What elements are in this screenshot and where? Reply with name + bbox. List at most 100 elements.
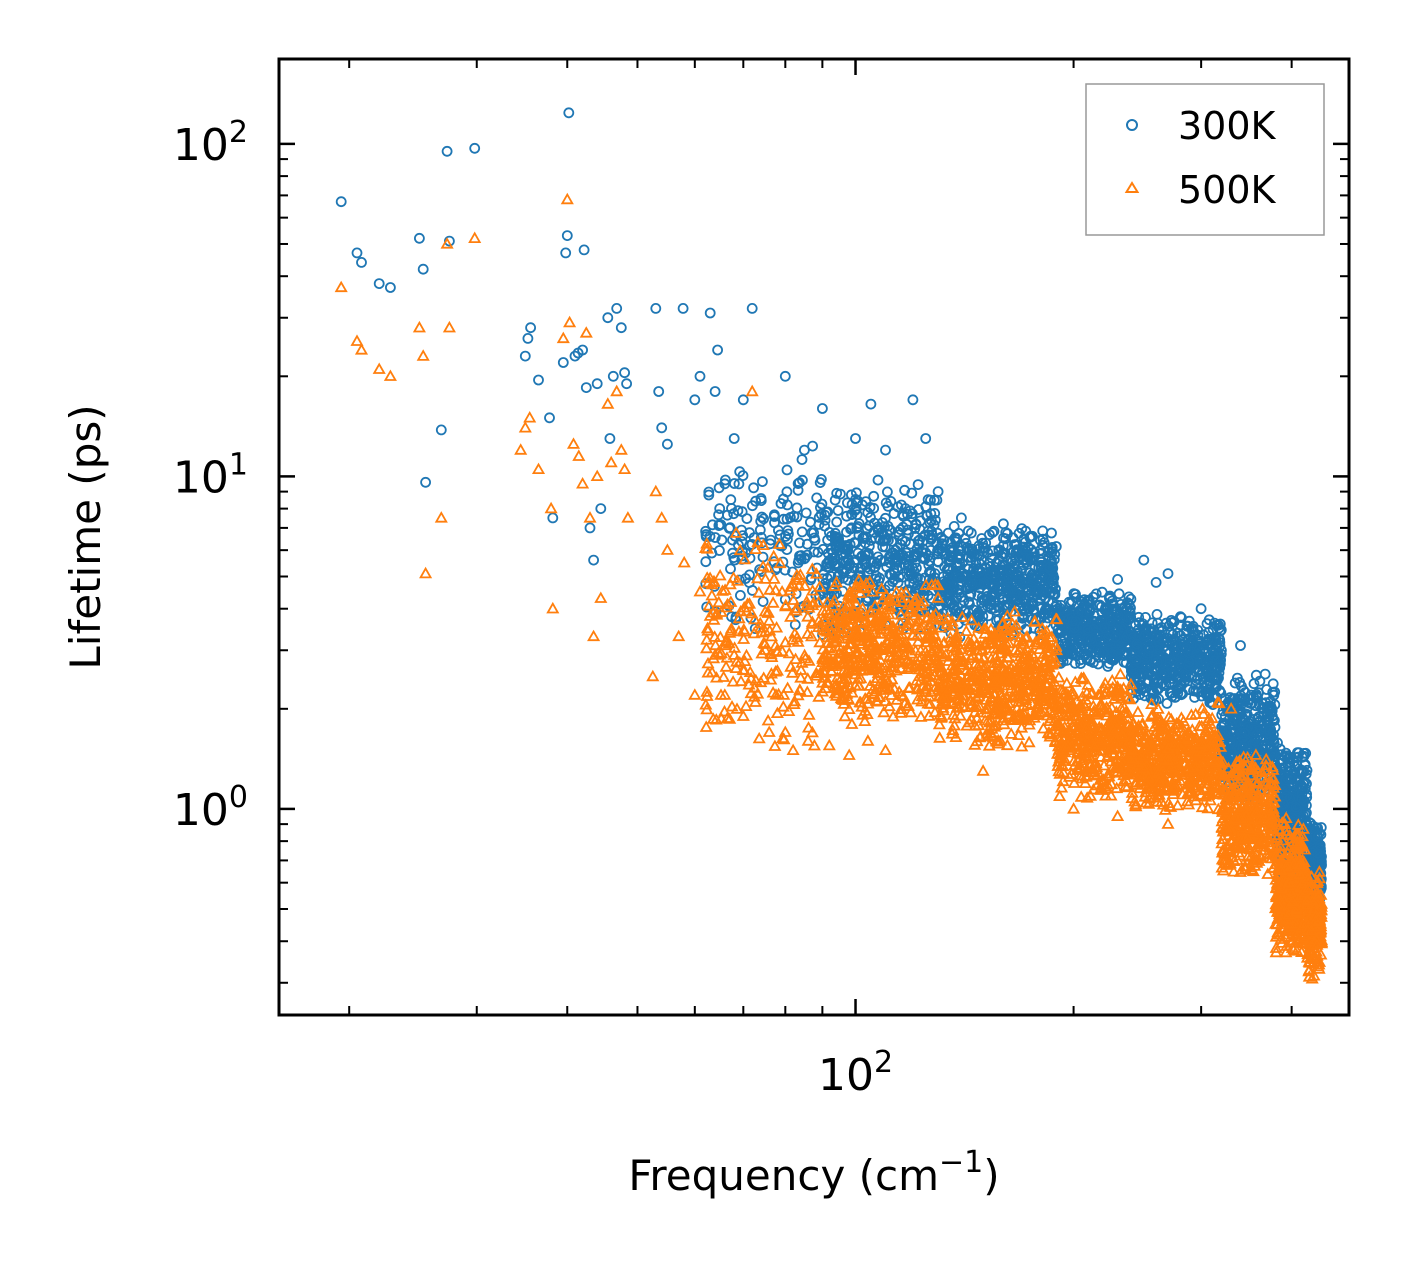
data-point-300K [746, 302, 758, 314]
data-point-300K [885, 495, 897, 507]
data-point-300K [656, 422, 668, 434]
data-point-300K [727, 547, 738, 559]
data-point-300K [1002, 528, 1013, 540]
data-point-300K [650, 302, 662, 314]
data-point-300K [1123, 591, 1135, 603]
data-point-300K [882, 486, 893, 498]
data-point-300K [1070, 588, 1081, 600]
data-point-300K [859, 547, 871, 559]
data-point-300K [1045, 582, 1057, 594]
data-point-300K [1138, 554, 1150, 566]
data-point-300K [413, 232, 425, 244]
data-point-300K [619, 367, 630, 379]
data-point-300K [701, 601, 713, 613]
data-point-300K [935, 531, 947, 543]
data-point-300K [778, 513, 789, 525]
data-point-300K [831, 541, 843, 553]
data-point-300K [1059, 632, 1071, 644]
data-point-300K [875, 554, 886, 566]
data-point-300K [851, 487, 862, 499]
data-point-300K [860, 496, 872, 508]
data-point-300K [1037, 525, 1049, 537]
data-point-300K [607, 370, 619, 382]
data-point-300K [1036, 561, 1048, 572]
data-point-300K [1112, 574, 1123, 585]
data-point-300K [865, 398, 877, 410]
data-point-300K [907, 394, 919, 406]
data-point-300K [1117, 622, 1129, 633]
data-point-300K [986, 589, 997, 601]
data-point-300K [947, 550, 958, 562]
data-point-300K [953, 570, 965, 582]
data-point-300K [1011, 544, 1023, 556]
data-point-300K [588, 554, 599, 566]
data-point-300K [917, 551, 929, 563]
data-point-300K [1112, 648, 1124, 660]
data-point-300K [561, 230, 573, 242]
data-point-300K [1067, 616, 1078, 627]
data-point-300K [805, 516, 816, 528]
data-point-300K [995, 550, 1007, 562]
data-point-300K [824, 557, 835, 569]
data-point-300K [868, 562, 880, 574]
data-point-300K [1125, 593, 1137, 605]
data-point-300K [560, 247, 572, 259]
data-point-300K [1042, 546, 1054, 558]
data-point-300K [799, 444, 810, 456]
data-point-300K [942, 586, 954, 598]
data-point-300K [829, 494, 841, 506]
data-point-300K [736, 506, 748, 518]
data-point-300K [577, 344, 588, 356]
data-point-300K [781, 513, 793, 525]
data-point-300K [591, 378, 603, 390]
data-point-300K [1195, 603, 1207, 615]
data-point-300K [750, 495, 761, 507]
data-point-300K [880, 497, 892, 509]
data-point-300K [841, 526, 852, 538]
data-point-300K [728, 433, 740, 444]
data-point-300K [824, 561, 835, 573]
data-point-300K [1018, 559, 1029, 571]
data-point-300K [1088, 623, 1099, 635]
data-point-300K [829, 534, 841, 546]
data-point-300K [703, 489, 715, 501]
data-point-300K [1102, 661, 1114, 672]
data-point-300K [814, 477, 826, 489]
data-point-300K [417, 263, 429, 275]
data-point-300K [533, 374, 544, 386]
data-point-300K [860, 537, 871, 549]
data-point-300K [874, 572, 885, 584]
data-point-300K [982, 610, 994, 622]
data-point-300K [920, 433, 932, 444]
data-point-300K [713, 482, 725, 494]
data-point-300K [879, 541, 891, 553]
data-point-300K [1075, 658, 1086, 669]
data-point-300K [900, 554, 911, 566]
data-point-300K [792, 478, 804, 490]
data-point-300K [713, 509, 724, 521]
data-point-300K [720, 474, 731, 486]
data-point-300K [1075, 654, 1087, 666]
data-point-300K [1099, 646, 1110, 657]
data-point-300K [880, 444, 891, 456]
data-point-300K [942, 569, 954, 581]
data-point-300K [990, 605, 1002, 617]
data-point-300K [912, 479, 924, 491]
data-point-300K [1010, 539, 1022, 550]
data-point-300K [956, 576, 968, 588]
data-point-300K [1044, 561, 1056, 573]
data-point-300K [757, 476, 768, 488]
data-point-300K [441, 145, 453, 157]
data-point-300K [1018, 592, 1030, 604]
data-point-300K [817, 403, 828, 414]
data-point-300K [703, 486, 715, 498]
data-point-300K [519, 350, 531, 362]
data-point-300K [1090, 636, 1102, 647]
data-point-300K [653, 386, 665, 397]
data-point-300K [1076, 596, 1088, 608]
data-point-300K [1162, 568, 1174, 579]
data-point-300K [547, 512, 559, 524]
data-point-300K [1016, 565, 1027, 577]
data-point-300K [948, 580, 960, 592]
